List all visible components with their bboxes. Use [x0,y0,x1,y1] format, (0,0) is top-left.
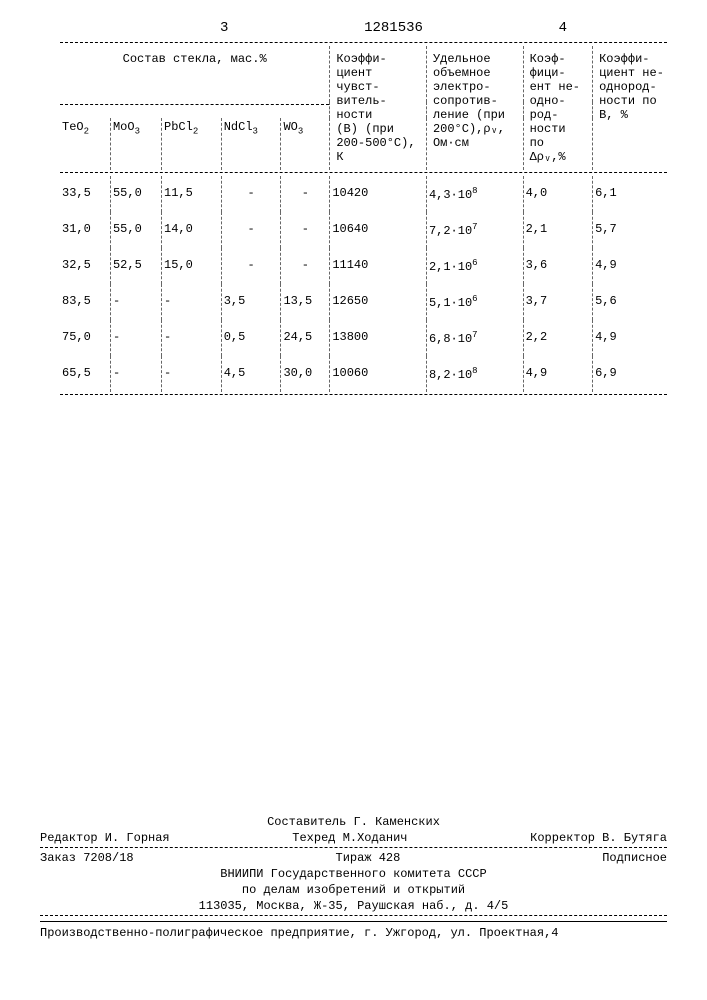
order: Заказ 7208/18 [40,851,134,865]
tirazh: Тираж 428 [336,851,401,865]
table-cell: 10640 [330,212,427,248]
table-cell: - [162,284,222,320]
data-table: Состав стекла, мас.% Коэффи- циент чувст… [60,46,667,392]
table-cell: 4,5 [221,356,281,392]
table-cell: 32,5 [60,248,110,284]
table-cell: 4,9 [593,320,667,356]
table-row: 65,5--4,530,0100608,2·1084,96,9 [60,356,667,392]
col-header-coef-rho: Коэф- фици- ент не- одно- род- ности по … [523,46,592,170]
table-cell: 5,1·106 [426,284,523,320]
table-cell: 13800 [330,320,427,356]
corrector: Корректор В. Бутяга [530,831,667,845]
table-cell: - [110,284,161,320]
org2: по делам изобретений и открытий [40,883,667,897]
col-teo2: TeO2 [60,118,110,170]
doc-number: 1281536 [364,20,423,36]
table-row: 75,0--0,524,5138006,8·1072,24,9 [60,320,667,356]
table-cell: - [221,176,281,212]
table-cell: 14,0 [162,212,222,248]
table-row: 83,5--3,513,5126505,1·1063,75,6 [60,284,667,320]
table-cell: 10060 [330,356,427,392]
table-cell: 7,2·107 [426,212,523,248]
table-cell: 2,1 [523,212,592,248]
org1: ВНИИПИ Государственного комитета СССР [40,867,667,881]
table-cell: 4,9 [593,248,667,284]
table-cell: 33,5 [60,176,110,212]
table-cell: 5,7 [593,212,667,248]
table-cell: 4,0 [523,176,592,212]
table-bottom-border [60,394,667,396]
table-cell: 31,0 [60,212,110,248]
table-cell: 3,5 [221,284,281,320]
table-cell: 4,3·108 [426,176,523,212]
table-cell: 2,1·106 [426,248,523,284]
col-header-sensitivity: Коэффи- циент чувст- витель- ности (В) (… [330,46,427,170]
table-cell: 0,5 [221,320,281,356]
table-cell: 6,9 [593,356,667,392]
table-cell: 5,6 [593,284,667,320]
table-cell: - [162,356,222,392]
col-header-resistivity: Удельное объемное электро- сопротив- лен… [426,46,523,170]
table-cell: 65,5 [60,356,110,392]
col-ndcl3: NdCl3 [221,118,281,170]
table-cell: 55,0 [110,176,161,212]
col-wo3: WO3 [281,118,330,170]
table-cell: 8,2·108 [426,356,523,392]
editor: Редактор И. Горная [40,831,170,845]
techred: Техред М.Ходанич [292,831,407,845]
table-row: 31,055,014,0--106407,2·1072,15,7 [60,212,667,248]
table-cell: - [281,248,330,284]
left-page-num: 3 [220,20,228,36]
table-row: 33,555,011,5--104204,3·1084,06,1 [60,176,667,212]
col-moo3: MoO3 [110,118,161,170]
table-cell: - [221,248,281,284]
table-top-border [60,42,667,44]
address: 113035, Москва, Ж-35, Раушская наб., д. … [40,899,667,913]
right-page-num: 4 [559,20,567,36]
table-cell: 12650 [330,284,427,320]
table-cell: - [221,212,281,248]
table-cell: 55,0 [110,212,161,248]
table-cell: 4,9 [523,356,592,392]
table-cell: 75,0 [60,320,110,356]
table-cell: 83,5 [60,284,110,320]
printery: Производственно-полиграфическое предприя… [40,926,667,940]
table-cell: 2,2 [523,320,592,356]
table-cell: 6,8·107 [426,320,523,356]
table-cell: 6,1 [593,176,667,212]
page-header: 3 1281536 4 [60,20,667,36]
table-cell: 11140 [330,248,427,284]
table-cell: - [110,320,161,356]
table-cell: - [110,356,161,392]
composition-title: Состав стекла, мас.% [60,46,330,102]
table-cell: 24,5 [281,320,330,356]
table-cell: 52,5 [110,248,161,284]
table-cell: 11,5 [162,176,222,212]
table-cell: 30,0 [281,356,330,392]
table-cell: - [281,176,330,212]
table-cell: 10420 [330,176,427,212]
table-row: 32,552,515,0--111402,1·1063,64,9 [60,248,667,284]
subscription: Подписное [602,851,667,865]
table-cell: - [281,212,330,248]
footer: Составитель Г. Каменских Редактор И. Гор… [40,813,667,940]
table-cell: 3,6 [523,248,592,284]
col-pbcl2: PbCl2 [162,118,222,170]
table-cell: 13,5 [281,284,330,320]
table-cell: - [162,320,222,356]
compiler: Составитель Г. Каменских [40,815,667,829]
table-cell: 15,0 [162,248,222,284]
table-cell: 3,7 [523,284,592,320]
col-header-coef-b: Коэффи- циент не- однород- ности по В, % [593,46,667,170]
